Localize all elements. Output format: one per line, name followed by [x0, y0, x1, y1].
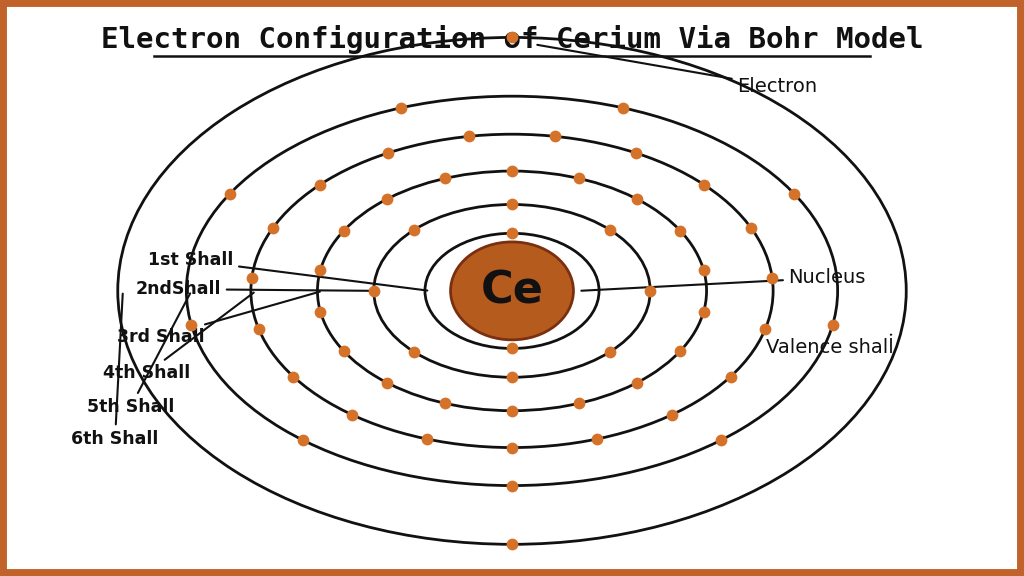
Point — [743, 223, 760, 233]
Point — [628, 149, 644, 158]
Point — [419, 434, 435, 444]
Point — [629, 378, 645, 387]
Point — [504, 166, 520, 176]
Text: 2ndShall: 2ndShall — [136, 280, 376, 298]
Point — [407, 225, 423, 234]
Point — [570, 174, 587, 183]
Point — [380, 149, 396, 158]
Point — [295, 435, 311, 445]
Point — [379, 195, 395, 204]
Point — [407, 347, 423, 357]
Point — [504, 406, 520, 415]
Point — [504, 373, 520, 382]
Text: 5th Shall: 5th Shall — [87, 293, 190, 416]
Point — [673, 346, 689, 355]
Point — [547, 132, 563, 141]
Point — [665, 410, 681, 419]
Text: Electron Configuration of Cerium Via Bohr Model: Electron Configuration of Cerium Via Boh… — [100, 25, 924, 54]
Point — [785, 189, 802, 198]
Point — [366, 286, 382, 295]
Point — [343, 410, 359, 419]
Point — [757, 325, 773, 334]
Text: 4th Shall: 4th Shall — [103, 293, 254, 382]
Point — [764, 274, 780, 283]
Point — [379, 378, 395, 387]
Point — [713, 435, 729, 445]
Text: Electron: Electron — [538, 45, 817, 96]
Point — [461, 132, 477, 141]
Point — [244, 274, 260, 283]
Point — [286, 372, 302, 381]
Point — [504, 443, 520, 452]
Point — [335, 226, 351, 236]
Text: 1st Shall: 1st Shall — [148, 251, 427, 290]
Point — [504, 200, 520, 209]
Point — [615, 103, 632, 112]
Point — [504, 540, 520, 549]
Point — [696, 180, 713, 190]
Text: 3rd Shall: 3rd Shall — [117, 291, 319, 346]
Text: Ce: Ce — [480, 270, 544, 312]
Point — [673, 226, 689, 236]
Point — [251, 325, 267, 334]
Point — [695, 266, 712, 275]
Point — [570, 399, 587, 408]
Point — [312, 307, 329, 316]
Point — [601, 347, 617, 357]
Ellipse shape — [451, 242, 573, 340]
Text: Valence shall: Valence shall — [766, 335, 894, 357]
Point — [629, 195, 645, 204]
Point — [312, 266, 329, 275]
Point — [642, 286, 658, 295]
Point — [437, 174, 454, 183]
Text: 6th Shall: 6th Shall — [72, 294, 159, 448]
Point — [695, 307, 712, 316]
Point — [183, 320, 200, 329]
Point — [335, 346, 351, 355]
Point — [504, 229, 520, 238]
Point — [311, 180, 328, 190]
Point — [437, 399, 454, 408]
Text: Nucleus: Nucleus — [582, 268, 866, 291]
Point — [589, 434, 605, 444]
Point — [824, 320, 841, 329]
Point — [504, 33, 520, 42]
Point — [722, 372, 738, 381]
Point — [264, 223, 281, 233]
Point — [392, 103, 409, 112]
Point — [504, 481, 520, 490]
Point — [222, 189, 239, 198]
Point — [601, 225, 617, 234]
Point — [504, 344, 520, 353]
